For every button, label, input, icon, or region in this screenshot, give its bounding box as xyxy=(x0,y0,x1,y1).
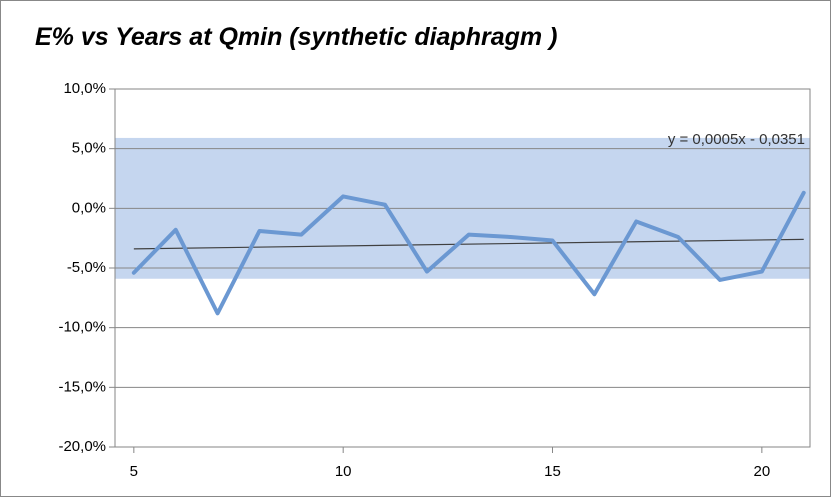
y-tick-label: 10,0% xyxy=(63,80,106,97)
y-tick-label: -10,0% xyxy=(58,319,106,336)
chart-title: E% vs Years at Qmin (synthetic diaphragm… xyxy=(35,23,557,51)
trendline-label: y = 0,0005x - 0,0351 xyxy=(668,131,805,148)
y-tick-label: -5,0% xyxy=(67,259,106,276)
x-tick-label: 15 xyxy=(544,463,561,480)
y-tick-label: -20,0% xyxy=(58,438,106,455)
y-tick-label: 5,0% xyxy=(72,140,106,157)
series-line xyxy=(131,190,806,316)
x-tick-label: 10 xyxy=(335,463,352,480)
y-tick-label: -15,0% xyxy=(58,378,106,395)
x-tick-label: 20 xyxy=(754,463,771,480)
trendline xyxy=(133,238,804,250)
y-tick-label: 0,0% xyxy=(72,199,106,216)
plot-frame xyxy=(114,88,811,448)
x-tick-label: 5 xyxy=(130,463,138,480)
